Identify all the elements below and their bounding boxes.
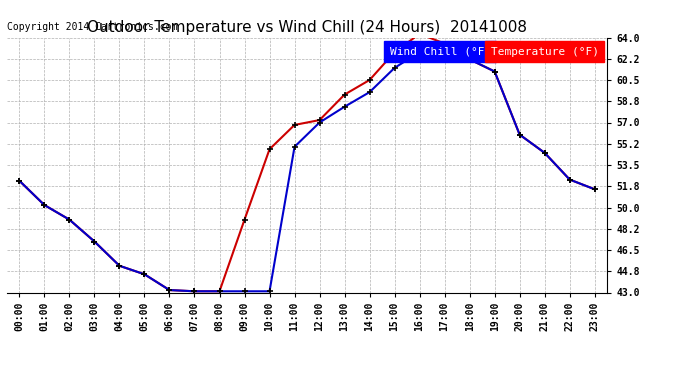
Text: Copyright 2014 Cartronics.com: Copyright 2014 Cartronics.com <box>7 22 177 32</box>
Legend: Wind Chill (°F), Temperature (°F): Wind Chill (°F), Temperature (°F) <box>387 43 602 59</box>
Title: Outdoor Temperature vs Wind Chill (24 Hours)  20141008: Outdoor Temperature vs Wind Chill (24 Ho… <box>87 20 527 35</box>
